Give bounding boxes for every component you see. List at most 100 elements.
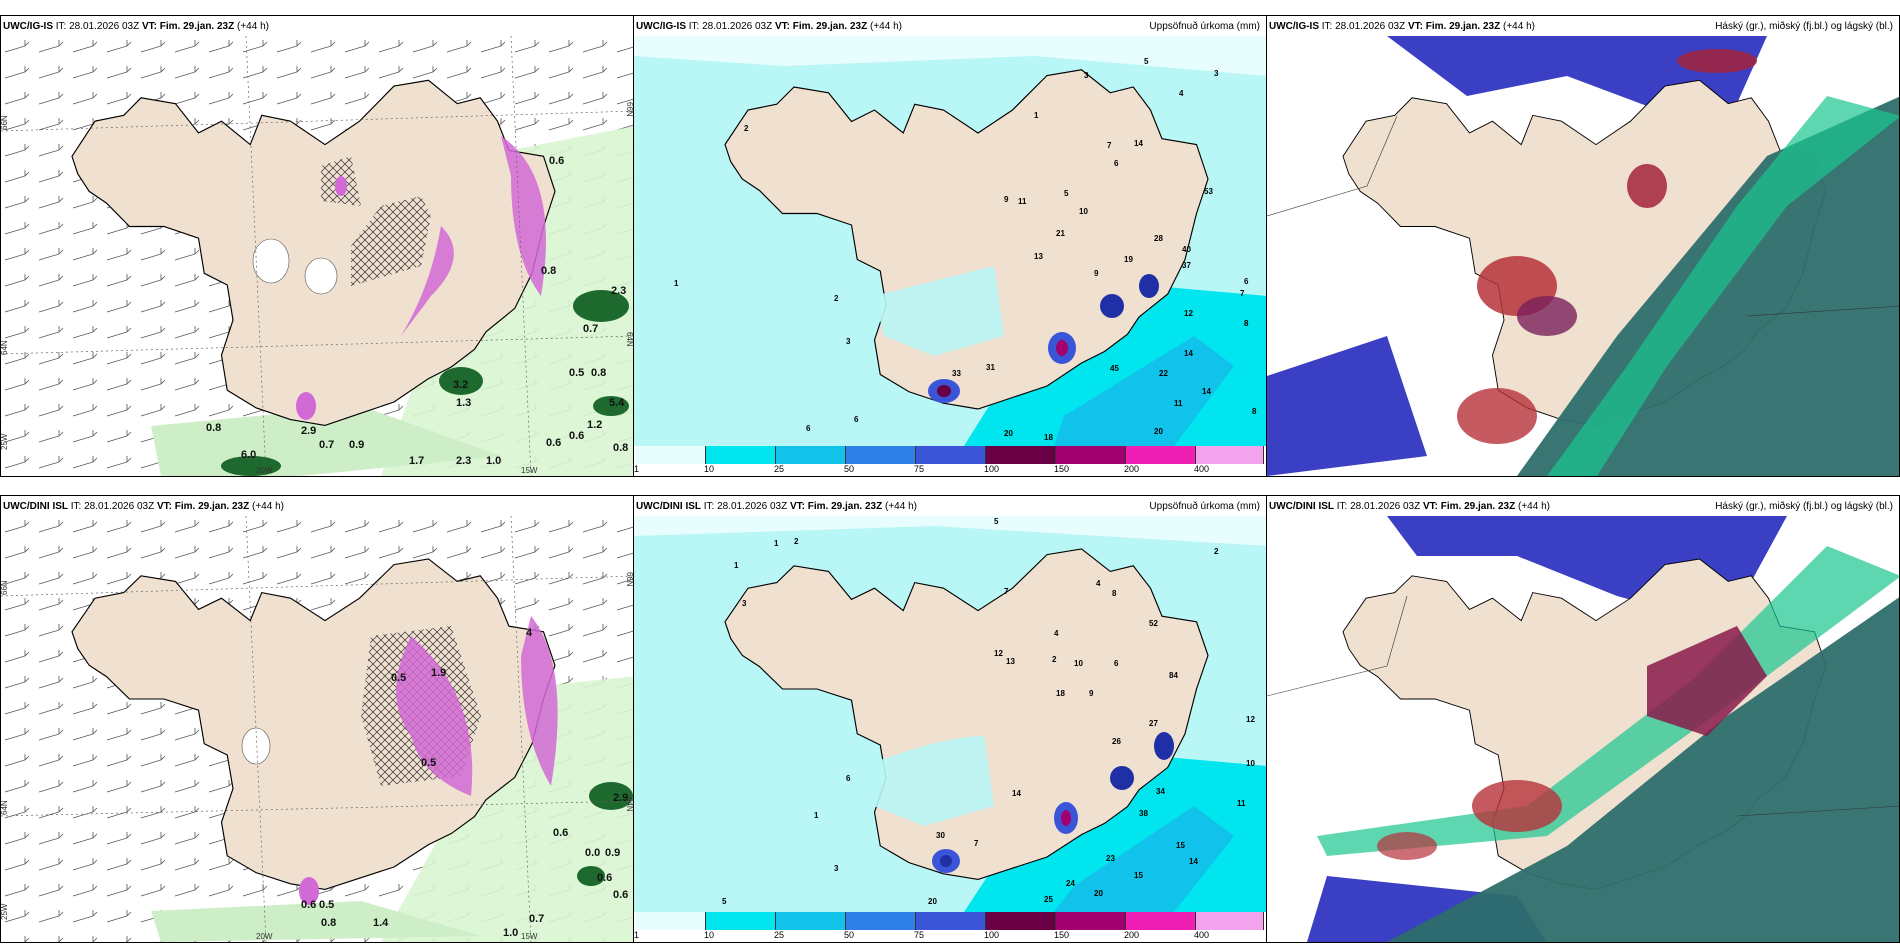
lead-time: (+44 h) bbox=[252, 501, 284, 512]
precip-number: 37 bbox=[1182, 261, 1191, 270]
panel-header: UWC/IG-IS IT: 28.01.2026 03Z VT: Fim. 29… bbox=[1269, 18, 1895, 36]
it-label: IT: bbox=[55, 21, 67, 32]
colorbar-segment bbox=[916, 446, 986, 464]
precip-number: 45 bbox=[1110, 364, 1119, 373]
colorbar-label: 25 bbox=[774, 930, 785, 940]
precip-number: 10 bbox=[1079, 207, 1088, 216]
wind-value: 0.5 bbox=[421, 757, 436, 769]
lat-label-right: 66N bbox=[625, 102, 634, 117]
it-value: 28.01.2026 03Z bbox=[69, 21, 140, 32]
wind-value: 0.6 bbox=[549, 155, 564, 167]
lead-time: (+44 h) bbox=[237, 21, 269, 32]
it-value: 28.01.2026 03Z bbox=[717, 501, 788, 512]
colorbar-segment bbox=[846, 912, 916, 930]
precip-number: 3 bbox=[846, 337, 851, 346]
wind-value: 2.9 bbox=[613, 792, 628, 804]
lat-label: 66N bbox=[1, 115, 9, 130]
precip-number: 20 bbox=[1094, 889, 1103, 898]
wind-map: 0.8 0.7 0.9 6.0 1.3 2.9 3.2 0.7 0.5 0.8 … bbox=[1, 36, 634, 476]
wind-value: 0.7 bbox=[583, 323, 598, 335]
precip-number: 5 bbox=[1064, 189, 1069, 198]
precip-number: 12 bbox=[1246, 715, 1255, 724]
precip-number: 15 bbox=[1134, 871, 1143, 880]
lat-label: 64N bbox=[1, 340, 9, 355]
precip-number: 3 bbox=[742, 599, 747, 608]
it-label: IT: bbox=[703, 501, 715, 512]
precip-number: 9 bbox=[1004, 195, 1009, 204]
precip-number: 6 bbox=[1114, 159, 1119, 168]
precip-number: 11 bbox=[1237, 799, 1246, 808]
precip-number: 20 bbox=[1154, 427, 1163, 436]
precip-map: 1 2 1 5 3 4 8 2 4 7 12 13 2 10 6 18 9 52… bbox=[634, 516, 1266, 912]
precip-colorbar bbox=[636, 912, 1264, 930]
precip-number: 13 bbox=[1034, 252, 1043, 261]
it-value: 28.01.2026 03Z bbox=[1350, 501, 1421, 512]
wind-value: 1.4 bbox=[373, 917, 389, 929]
wind-value: 0.6 bbox=[613, 889, 628, 901]
wind-value: 0.9 bbox=[349, 439, 364, 451]
precip-number: 2 bbox=[744, 124, 749, 133]
it-value: 28.01.2026 03Z bbox=[702, 21, 773, 32]
precip-number: 26 bbox=[1112, 737, 1121, 746]
colorbar-segment bbox=[1196, 912, 1264, 930]
wind-value: 3.2 bbox=[453, 379, 468, 391]
precip-number: 6 bbox=[1244, 277, 1249, 286]
precip-number: 33 bbox=[952, 369, 961, 378]
lon-label: 15W bbox=[521, 466, 538, 475]
precip-number: 4 bbox=[1179, 89, 1184, 98]
wind-value: 0.0 bbox=[585, 847, 600, 859]
colorbar-segment bbox=[1126, 912, 1196, 930]
precip-number: 8 bbox=[1244, 319, 1249, 328]
wind-value: 1.0 bbox=[486, 455, 501, 467]
precip-number: 52 bbox=[1149, 619, 1158, 628]
precip-number: 21 bbox=[1056, 229, 1065, 238]
colorbar-label: 50 bbox=[844, 464, 855, 474]
model-name: UWC/IG-IS bbox=[3, 21, 53, 32]
lat-label-right: 64N bbox=[625, 332, 634, 347]
vt-label: VT: bbox=[1422, 501, 1438, 512]
precip-number: 53 bbox=[1204, 187, 1213, 196]
wind-value: 1.9 bbox=[431, 667, 446, 679]
colorbar-label: 1 bbox=[634, 930, 640, 940]
precip-number: 10 bbox=[1074, 659, 1083, 668]
cloud-map bbox=[1267, 36, 1899, 476]
panel-top-wind: UWC/IG-IS IT: 28.01.2026 03Z VT: Fim. 29… bbox=[0, 15, 634, 477]
wind-value: 0.5 bbox=[569, 367, 584, 379]
precip-number: 19 bbox=[1124, 255, 1133, 264]
wind-value: 1.3 bbox=[456, 397, 471, 409]
precip-number: 34 bbox=[1156, 787, 1165, 796]
precip-number: 6 bbox=[854, 415, 859, 424]
precip-number: 9 bbox=[1094, 269, 1099, 278]
precip-number: 7 bbox=[1107, 141, 1112, 150]
panel-title: Háský (gr.), miðský (fj.bl.) og lágský (… bbox=[1715, 21, 1893, 32]
precip-number: 2 bbox=[1052, 655, 1057, 664]
precip-number: 8 bbox=[1112, 589, 1117, 598]
colorbar-segment bbox=[1056, 912, 1126, 930]
vt-value: Fim. 29.jan. 23Z bbox=[1440, 501, 1516, 512]
precip-number: 6 bbox=[846, 774, 851, 783]
wind-value: 0.5 bbox=[391, 672, 406, 684]
wind-value: 0.6 bbox=[546, 437, 561, 449]
precip-number: 20 bbox=[1004, 429, 1013, 438]
wind-value: 1.0 bbox=[503, 927, 518, 939]
wind-value: 4 bbox=[526, 627, 533, 639]
lon-label: 15W bbox=[521, 932, 538, 941]
lead-time: (+44 h) bbox=[1518, 501, 1550, 512]
colorbar-label: 150 bbox=[1054, 464, 1070, 474]
colorbar-label: 75 bbox=[914, 930, 925, 940]
vt-value: Fim. 29.jan. 23Z bbox=[807, 501, 883, 512]
precip-number: 1 bbox=[674, 279, 679, 288]
wind-value: 0.6 bbox=[569, 430, 584, 442]
wind-value: 0.8 bbox=[613, 442, 628, 454]
precip-number: 14 bbox=[1189, 857, 1198, 866]
colorbar-label: 150 bbox=[1054, 930, 1070, 940]
vt-value: Fim. 29.jan. 23Z bbox=[1425, 21, 1501, 32]
wind-value: 0.8 bbox=[541, 265, 556, 277]
colorbar-label: 75 bbox=[914, 464, 925, 474]
precip-number: 1 bbox=[734, 561, 739, 570]
it-value: 28.01.2026 03Z bbox=[84, 501, 155, 512]
colorbar-label: 10 bbox=[704, 930, 715, 940]
panel-header: UWC/DINI ISL IT: 28.01.2026 03Z VT: Fim.… bbox=[636, 498, 1262, 516]
precip-number: 2 bbox=[834, 294, 839, 303]
precip-number: 40 bbox=[1182, 245, 1191, 254]
